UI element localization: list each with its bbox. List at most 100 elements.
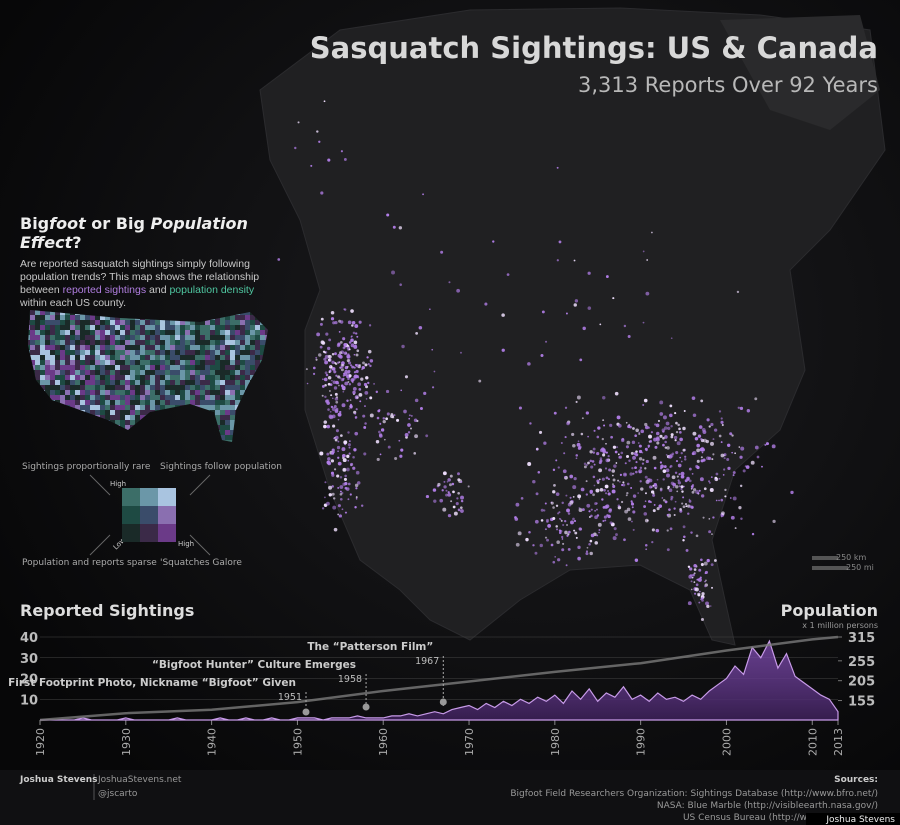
- sighting-dot: [558, 517, 561, 520]
- inset-cell: [190, 325, 195, 330]
- inset-cell: [70, 330, 75, 335]
- sighting-dot: [337, 412, 342, 417]
- sighting-dot: [338, 351, 342, 355]
- sighting-dot: [652, 493, 656, 497]
- sighting-dot: [671, 475, 676, 480]
- sighting-dot: [460, 495, 465, 500]
- inset-cell: [65, 370, 70, 375]
- sighting-dot: [408, 417, 411, 420]
- inset-cell: [35, 345, 40, 350]
- sighting-dot: [700, 562, 704, 567]
- inset-cell: [110, 350, 115, 355]
- sighting-dot: [638, 449, 643, 454]
- inset-cell: [65, 320, 70, 325]
- inset-cell: [75, 355, 80, 360]
- inset-cell: [240, 330, 245, 335]
- sighting-dot: [633, 452, 637, 456]
- inset-cell: [170, 335, 175, 340]
- inset-cell: [95, 340, 100, 345]
- inset-cell: [60, 385, 65, 390]
- inset-cell: [60, 375, 65, 380]
- sighting-dot: [701, 599, 704, 602]
- inset-cell: [220, 415, 225, 420]
- inset-cell: [150, 350, 155, 355]
- inset-cell: [50, 340, 55, 345]
- sighting-dot: [674, 500, 677, 503]
- sighting-dot: [347, 320, 352, 325]
- inset-cell: [90, 385, 95, 390]
- inset-cell: [195, 375, 200, 380]
- inset-cell: [210, 360, 215, 365]
- inset-cell: [150, 380, 155, 385]
- inset-cell: [65, 355, 70, 360]
- sighting-dot: [708, 517, 711, 520]
- inset-cell: [40, 340, 45, 345]
- sighting-dot: [448, 281, 451, 284]
- scale-mi: [812, 566, 848, 570]
- sighting-dot: [684, 479, 688, 483]
- sighting-dot: [644, 500, 647, 502]
- sighting-dot: [685, 505, 688, 508]
- inset-cell: [200, 330, 205, 335]
- sighting-dot: [684, 458, 687, 461]
- sighting-dot: [408, 414, 411, 417]
- inset-cell: [60, 350, 65, 355]
- sighting-dot: [375, 439, 380, 444]
- inset-cell: [90, 375, 95, 380]
- sighting-dot: [367, 363, 370, 366]
- inset-cell: [225, 390, 230, 395]
- sighting-dot: [529, 422, 532, 425]
- sighting-dot: [712, 453, 715, 456]
- timeline-chart: Reported Sightings Population x 1 millio…: [8, 601, 878, 756]
- inset-cell: [65, 325, 70, 330]
- inset-cell: [255, 325, 260, 330]
- sighting-dot: [348, 446, 351, 449]
- sighting-dot: [670, 433, 674, 437]
- inset-cell: [125, 365, 130, 370]
- sighting-dot: [606, 514, 609, 517]
- inset-cell: [175, 325, 180, 330]
- inset-cell: [215, 345, 220, 350]
- sighting-dot: [620, 438, 625, 443]
- sighting-dot: [610, 435, 613, 439]
- sighting-dot: [478, 379, 482, 383]
- inset-cell: [65, 365, 70, 370]
- sighting-dot: [615, 462, 618, 464]
- inset-cell: [170, 330, 175, 335]
- sighting-dot: [331, 397, 334, 400]
- inset-cell: [140, 395, 145, 400]
- inset-cell: [95, 350, 100, 355]
- inset-cell: [110, 410, 115, 415]
- inset-cell: [155, 405, 160, 410]
- sighting-dot: [337, 486, 340, 489]
- inset-cell: [110, 370, 115, 375]
- sighting-dot: [721, 424, 724, 427]
- inset-cell: [210, 375, 215, 380]
- inset-cell: [145, 410, 150, 415]
- inset-cell: [105, 350, 110, 355]
- inset-cell: [90, 405, 95, 410]
- sighting-dot: [363, 382, 368, 387]
- sighting-dot: [754, 397, 758, 401]
- inset-cell: [75, 375, 80, 380]
- inset-cell: [220, 330, 225, 335]
- inset-cell: [230, 370, 235, 375]
- inset-cell: [28, 325, 30, 330]
- inset-cell: [260, 330, 265, 335]
- inset-cell: [180, 335, 185, 340]
- sighting-dot: [355, 353, 359, 357]
- sighting-dot: [447, 478, 451, 482]
- inset-cell: [85, 345, 90, 350]
- inset-cell: [185, 355, 190, 360]
- sighting-dot: [363, 426, 367, 429]
- x-tick-label: 1980: [549, 728, 562, 756]
- sighting-dot: [562, 523, 565, 527]
- sighting-dot: [350, 462, 354, 466]
- inset-cell: [265, 330, 268, 335]
- sighting-dot: [330, 394, 333, 397]
- inset-cell: [150, 355, 155, 360]
- sighting-dot: [562, 542, 565, 545]
- sighting-dot: [423, 391, 427, 396]
- inset-cell: [175, 330, 180, 335]
- scale-km: [812, 556, 838, 560]
